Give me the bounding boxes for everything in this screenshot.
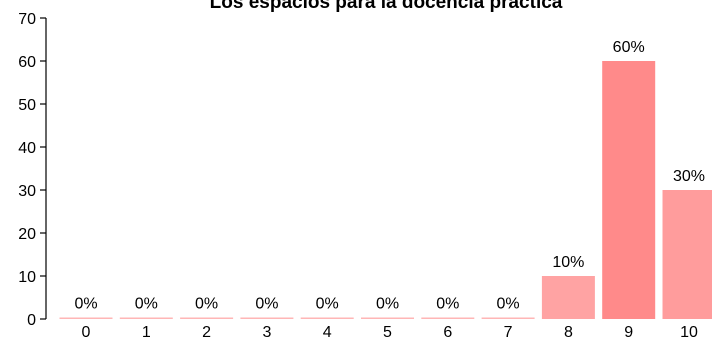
bar-4 <box>300 317 354 319</box>
bar-1 <box>119 317 173 319</box>
data-label-3: 0% <box>255 296 278 313</box>
x-tick-label: 9 <box>624 324 633 339</box>
data-labels-group: 0% 0% 0% 0% 0% 0% 0% 0% 10% 60% 30% <box>74 39 705 313</box>
data-label-2: 0% <box>195 296 218 313</box>
bar-0 <box>59 317 113 319</box>
data-label-1: 0% <box>135 296 158 313</box>
bar-2 <box>180 317 234 319</box>
x-tick-label: 1 <box>142 324 151 339</box>
y-tick-label: 40 <box>18 140 36 157</box>
x-tick-label: 8 <box>564 324 573 339</box>
x-tick-label: 6 <box>443 324 452 339</box>
bar-10 <box>662 190 712 319</box>
bar-9 <box>602 61 656 319</box>
data-label-10: 30% <box>673 168 705 185</box>
data-label-5: 0% <box>376 296 399 313</box>
data-label-4: 0% <box>316 296 339 313</box>
bar-5 <box>361 317 414 319</box>
x-tick-label: 2 <box>202 324 211 339</box>
x-tick-label: 5 <box>383 324 392 339</box>
x-tick-label: 3 <box>262 324 271 339</box>
data-label-8: 10% <box>552 254 584 271</box>
x-tick-label: 4 <box>323 324 332 339</box>
bar-3 <box>240 317 294 319</box>
bar-7 <box>481 317 535 319</box>
data-label-0: 0% <box>74 296 97 313</box>
y-tick-label: 60 <box>18 54 36 71</box>
y-tick-label: 50 <box>18 97 36 114</box>
x-tick-label: 0 <box>82 324 91 339</box>
chart-title: Los espacios para la docencia práctica <box>210 0 563 13</box>
x-tick-label: 7 <box>504 324 513 339</box>
x-axis: 0 1 2 3 4 5 6 7 8 9 10 <box>82 324 698 339</box>
bars-group <box>59 61 712 319</box>
y-tick-label: 10 <box>18 269 36 286</box>
y-tick-label: 0 <box>27 312 36 329</box>
x-tick-label: 10 <box>680 324 698 339</box>
y-tick-label: 70 <box>18 11 36 28</box>
bar-6 <box>421 317 475 319</box>
y-axis: 0 10 20 30 40 50 60 70 <box>18 11 46 329</box>
bar-8 <box>541 276 595 319</box>
y-tick-label: 20 <box>18 226 36 243</box>
data-label-9: 60% <box>613 39 645 56</box>
data-label-6: 0% <box>436 296 459 313</box>
data-label-7: 0% <box>497 296 520 313</box>
y-tick-label: 30 <box>18 183 36 200</box>
